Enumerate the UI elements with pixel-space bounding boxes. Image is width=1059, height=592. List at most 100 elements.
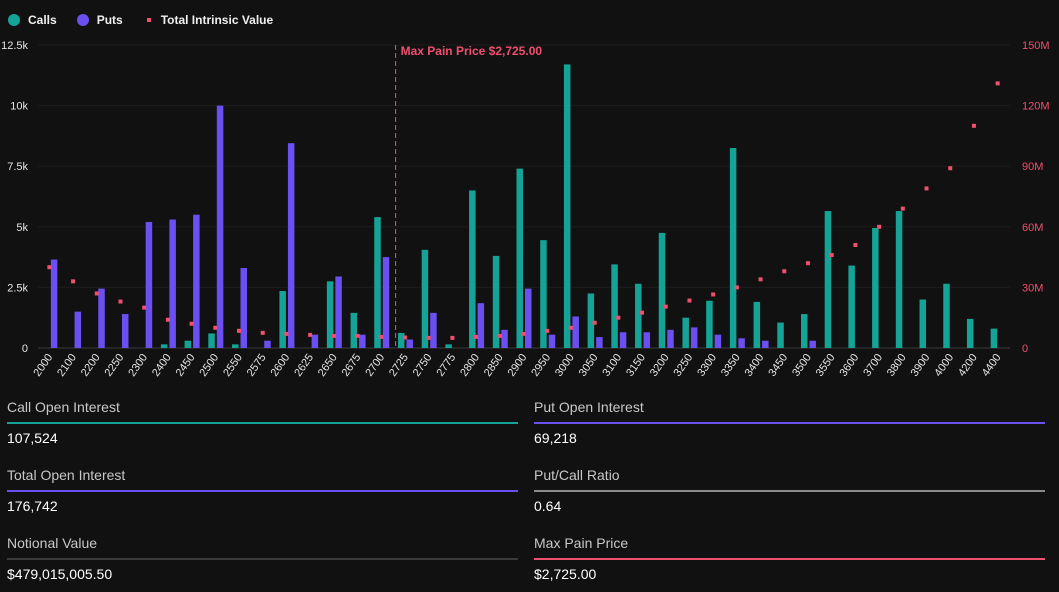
x-tick-label: 3350: [719, 352, 743, 379]
put-bar: [98, 288, 105, 348]
x-tick-label: 4200: [956, 352, 980, 379]
x-tick-label: 3700: [861, 352, 885, 379]
legend-calls[interactable]: Calls: [8, 13, 57, 27]
intrinsic-point: [379, 334, 384, 339]
stat-put-call-ratio: Put/Call Ratio 0.64: [534, 460, 1045, 524]
intrinsic-point: [142, 305, 147, 310]
legend-puts[interactable]: Puts: [76, 13, 123, 27]
call-bar: [469, 190, 476, 348]
x-tick-label: 2950: [529, 352, 553, 379]
stat-total-oi-value: 176,742: [7, 498, 58, 514]
stat-total-oi-underline: [7, 490, 518, 492]
stat-max-pain-value: $2,725.00: [534, 566, 597, 582]
intrinsic-point: [616, 315, 621, 320]
y-tick-label: 10k: [10, 101, 28, 113]
intrinsic-point: [640, 310, 645, 315]
intrinsic-point: [331, 333, 336, 338]
x-tick-label: 3800: [885, 352, 909, 379]
x-tick-label: 3200: [648, 352, 672, 379]
intrinsic-square-icon: [146, 18, 151, 22]
open-interest-chart: 0 2.5k 5k 7.5k 10k 12.5k 0 30M 60M 90M 120M 150M 200…: [1, 40, 1050, 379]
intrinsic-point: [118, 299, 123, 304]
x-tick-label: 3050: [577, 352, 601, 379]
call-bar: [540, 240, 547, 348]
y-tick-label: 12.5k: [1, 40, 28, 52]
intrinsic-point: [877, 224, 882, 229]
x-tick-label: 2650: [316, 352, 340, 379]
call-bar: [658, 232, 666, 348]
call-bar: [919, 299, 927, 348]
intrinsic-point: [213, 325, 218, 330]
x-tick-label: 2750: [411, 352, 435, 379]
intrinsic-point: [71, 279, 76, 284]
put-bar: [193, 214, 200, 348]
put-bar: [762, 340, 769, 348]
intrinsic-point: [971, 123, 976, 128]
intrinsic-point: [711, 292, 716, 297]
legend-intrinsic[interactable]: Total Intrinsic Value: [143, 13, 273, 27]
y2-tick-label: 60M: [1022, 222, 1043, 234]
put-bar: [643, 332, 651, 348]
put-bar: [714, 334, 722, 348]
intrinsic-point: [474, 334, 479, 339]
x-tick-label: 3400: [743, 352, 767, 379]
stat-notional-underline: [7, 558, 518, 560]
x-tick-label: 3550: [814, 352, 838, 379]
x-tick-label: 2775: [434, 352, 458, 379]
x-tick-label: 3150: [624, 352, 648, 379]
call-bar: [682, 317, 689, 348]
stat-total-oi-label: Total Open Interest: [7, 467, 126, 483]
x-tick-label: 3000: [553, 352, 577, 379]
x-tick-label: 2725: [387, 352, 411, 379]
call-bar: [445, 344, 452, 348]
put-bar: [690, 327, 698, 348]
put-bar: [311, 334, 319, 348]
put-bar: [145, 221, 153, 348]
intrinsic-point: [165, 317, 170, 322]
call-bar: [706, 300, 713, 348]
call-bar: [184, 340, 192, 348]
puts-dot-icon: [76, 14, 89, 26]
x-tick-label: 2200: [79, 352, 103, 379]
y2-tick-label: 90M: [1022, 161, 1043, 173]
put-bar: [216, 105, 224, 348]
stat-put-call-ratio-value: 0.64: [534, 498, 562, 514]
x-tick-label: 3100: [600, 352, 624, 379]
call-bar: [208, 333, 215, 348]
x-tick-label: 2600: [269, 352, 293, 379]
stat-put-oi: Put Open Interest 69,218: [534, 392, 1045, 456]
y2-tick-label: 30M: [1022, 282, 1043, 294]
intrinsic-point: [782, 269, 787, 274]
y2-tick-label: 150M: [1022, 40, 1050, 52]
x-tick-label: 4400: [980, 352, 1004, 379]
x-tick-label: 2450: [174, 352, 198, 379]
stat-put-oi-value: 69,218: [534, 430, 577, 446]
call-bar: [966, 318, 974, 348]
stat-put-oi-label: Put Open Interest: [534, 399, 644, 415]
x-tick-label: 2800: [458, 352, 482, 379]
put-bar: [667, 329, 674, 348]
x-tick-label: 2550: [221, 352, 245, 379]
x-tick-label: 2900: [506, 352, 530, 379]
call-bar: [895, 211, 903, 348]
intrinsic-point: [734, 285, 739, 290]
call-bar: [777, 322, 784, 348]
x-tick-label: 4000: [932, 352, 956, 379]
call-bar: [587, 293, 595, 348]
intrinsic-point: [402, 335, 407, 340]
put-bar: [572, 316, 579, 348]
legend-calls-label: Calls: [28, 13, 57, 27]
y-tick-label: 0: [22, 343, 28, 355]
intrinsic-point: [853, 242, 858, 247]
call-bar: [943, 283, 950, 348]
legend-puts-label: Puts: [96, 13, 123, 27]
intrinsic-point: [995, 81, 1000, 86]
x-tick-label: 2625: [292, 352, 316, 379]
y2-tick-label: 0: [1022, 343, 1028, 355]
put-bar: [264, 340, 271, 348]
stat-call-oi-underline: [7, 422, 518, 424]
intrinsic-point: [355, 333, 360, 338]
put-bar: [596, 337, 603, 348]
intrinsic-point: [924, 186, 929, 191]
stat-notional-label: Notional Value: [7, 535, 98, 551]
